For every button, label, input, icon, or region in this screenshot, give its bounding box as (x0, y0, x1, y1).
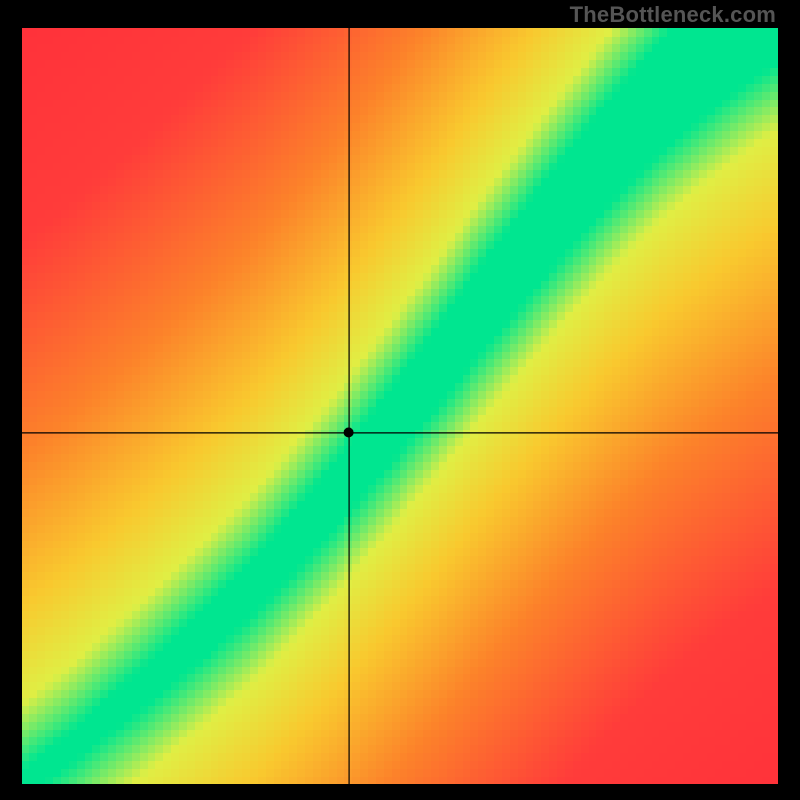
heatmap-canvas (22, 28, 778, 784)
heatmap-plot (22, 28, 778, 784)
chart-container: TheBottleneck.com (0, 0, 800, 800)
watermark-text: TheBottleneck.com (570, 2, 776, 28)
